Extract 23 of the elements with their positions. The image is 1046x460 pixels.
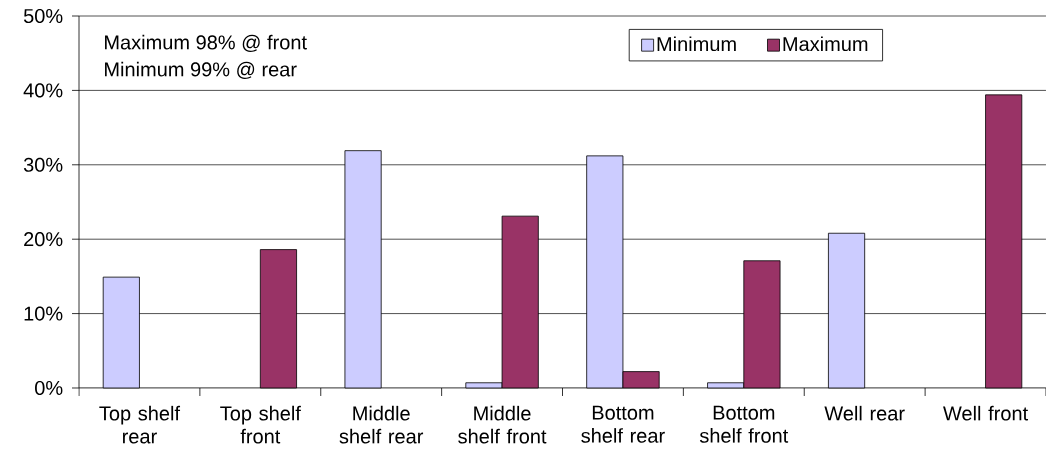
bar [985, 94, 1023, 389]
x-tick-label: Top shelf front [220, 405, 301, 444]
y-tick-label: 50% [23, 8, 63, 24]
x-tick-label: Top shelf rear [99, 405, 181, 444]
annotation: Minimum 99% @ rear [105, 61, 297, 80]
x-tick-label: Bottom shelf rear [581, 405, 665, 443]
y-tick-label: 40% [23, 83, 63, 98]
y-tick-label: 10% [24, 306, 63, 321]
bar [828, 232, 866, 389]
x-tick-label: Middle shelf front [458, 405, 547, 444]
legend-label: Minimum [657, 36, 736, 52]
x-tick-label: Middle shelf rear [339, 405, 424, 444]
bar [102, 276, 140, 389]
y-tick-label: 0% [35, 380, 63, 396]
y-tick-label: 20% [24, 232, 63, 247]
x-tick-label: Well front [943, 405, 1028, 421]
y-tick-label: 30% [23, 157, 63, 172]
legend-label: Maximum [783, 36, 868, 52]
bar [259, 249, 297, 389]
x-tick-label: Well rear [824, 405, 905, 421]
annotation: Maximum 98% @ front [105, 34, 307, 53]
x-tick-label: Bottom shelf front [699, 405, 789, 443]
bar [344, 150, 382, 389]
